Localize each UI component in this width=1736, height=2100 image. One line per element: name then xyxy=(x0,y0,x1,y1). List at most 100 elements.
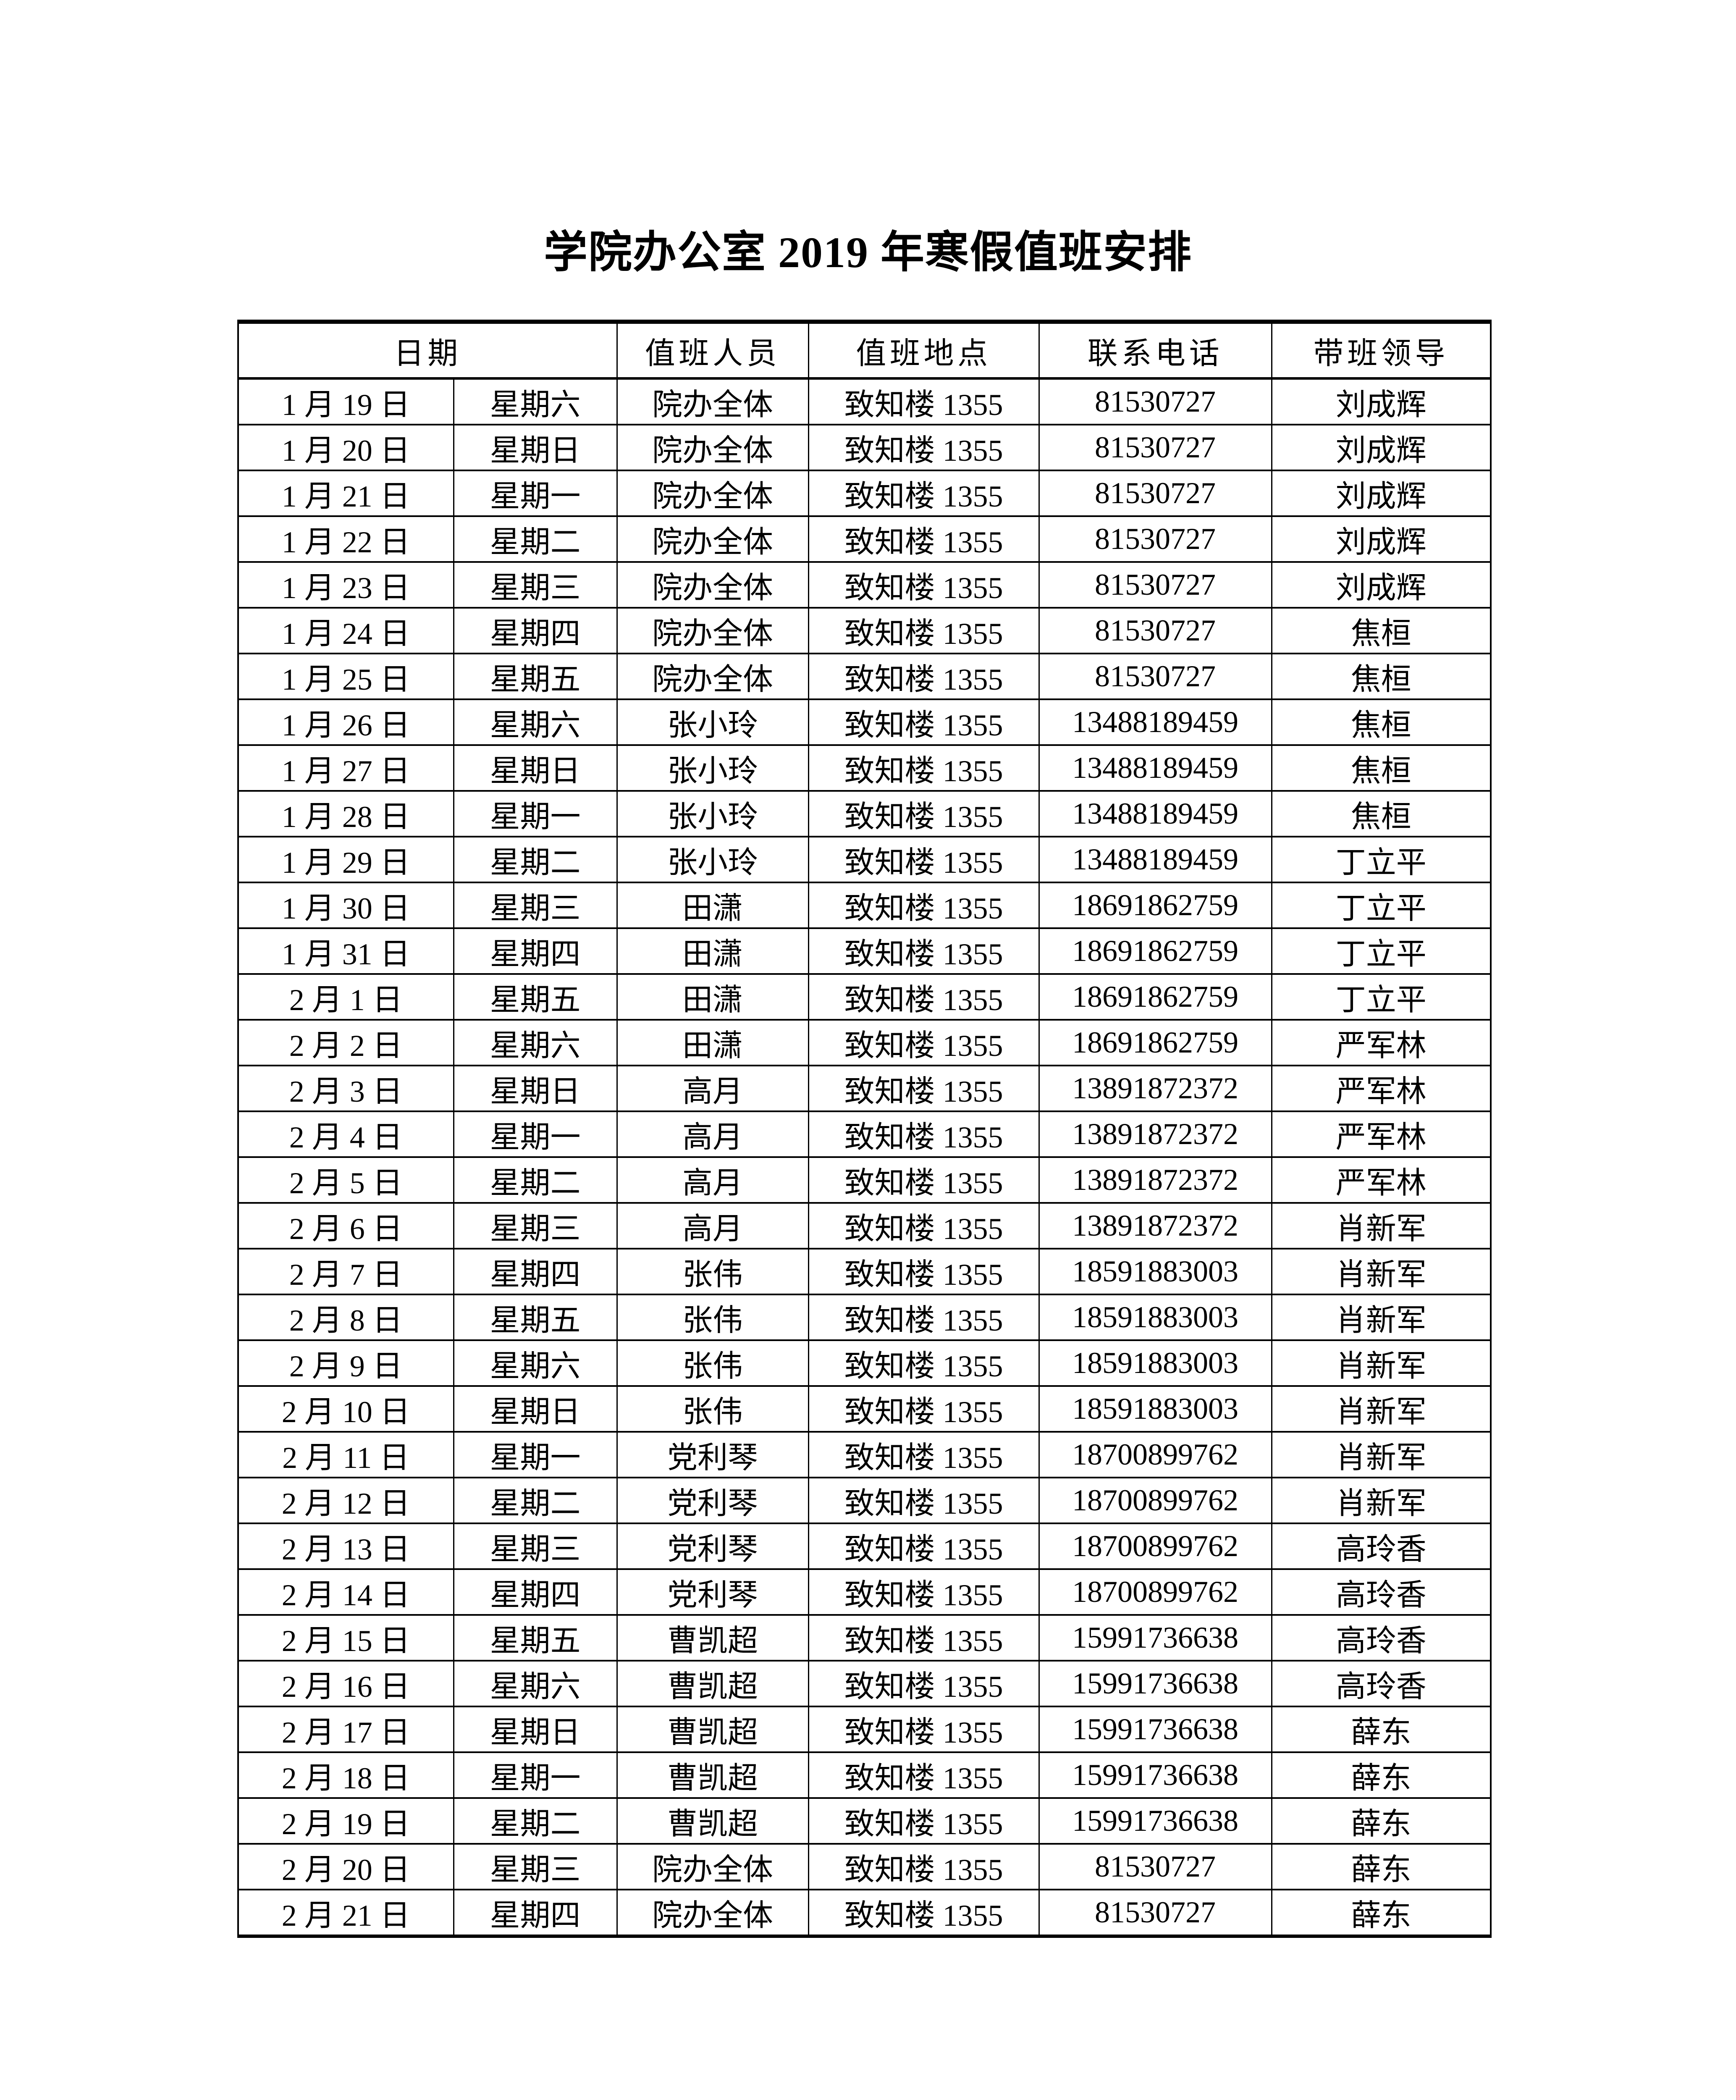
cell-weekday: 星期日 xyxy=(453,1706,618,1753)
cell-leader: 严军林 xyxy=(1271,1019,1492,1066)
cell-place: 致知楼 1355 xyxy=(808,1614,1040,1662)
cell-date: 2 月 11 日 xyxy=(237,1431,454,1478)
cell-leader: 焦桓 xyxy=(1271,607,1492,654)
cell-leader: 焦桓 xyxy=(1271,790,1492,837)
cell-leader: 严军林 xyxy=(1271,1065,1492,1112)
table-row: 2 月 6 日星期三 高月 致知楼 1355 13891872372 肖新军 xyxy=(237,1202,1492,1250)
cell-place: 致知楼 1355 xyxy=(808,1202,1040,1250)
cell-phone: 18591883003 xyxy=(1038,1294,1272,1341)
cell-weekday: 星期四 xyxy=(453,927,618,975)
table-row: 2 月 3 日星期日 高月 致知楼 1355 13891872372 严军林 xyxy=(237,1065,1492,1112)
cell-phone: 15991736638 xyxy=(1038,1751,1272,1799)
cell-date: 2 月 21 日 xyxy=(237,1889,454,1937)
table-header: 日期 值班人员 值班地点 联系电话 带班领导 xyxy=(237,321,1492,380)
cell-place: 致知楼 1355 xyxy=(808,1751,1040,1799)
cell-place: 致知楼 1355 xyxy=(808,1294,1040,1341)
cell-weekday: 星期二 xyxy=(453,1156,618,1204)
cell-person: 党利琴 xyxy=(616,1522,809,1570)
cell-person: 党利琴 xyxy=(616,1568,809,1616)
cell-person: 张小玲 xyxy=(616,790,809,837)
table-row: 2 月 15 日星期五 曹凯超 致知楼 1355 15991736638 高玲香 xyxy=(237,1614,1492,1662)
cell-place: 致知楼 1355 xyxy=(808,1065,1040,1112)
cell-date: 2 月 8 日 xyxy=(237,1294,454,1341)
cell-date: 2 月 2 日 xyxy=(237,1019,454,1066)
cell-leader: 刘成辉 xyxy=(1271,561,1492,609)
cell-person: 田潇 xyxy=(616,927,809,975)
cell-date: 1 月 25 日 xyxy=(237,653,454,700)
cell-person: 曹凯超 xyxy=(616,1706,809,1753)
cell-phone: 18700899762 xyxy=(1038,1522,1272,1570)
cell-place: 致知楼 1355 xyxy=(808,1019,1040,1066)
cell-place: 致知楼 1355 xyxy=(808,1339,1040,1387)
cell-weekday: 星期三 xyxy=(453,1202,618,1250)
cell-weekday: 星期一 xyxy=(453,1110,618,1158)
cell-place: 致知楼 1355 xyxy=(808,653,1040,700)
header-phone: 联系电话 xyxy=(1038,321,1272,380)
cell-place: 致知楼 1355 xyxy=(808,836,1040,883)
cell-leader: 高玲香 xyxy=(1271,1568,1492,1616)
cell-date: 1 月 30 日 xyxy=(237,882,454,929)
cell-leader: 刘成辉 xyxy=(1271,378,1492,425)
cell-weekday: 星期二 xyxy=(453,1797,618,1845)
cell-date: 1 月 21 日 xyxy=(237,470,454,517)
cell-person: 张小玲 xyxy=(616,836,809,883)
cell-weekday: 星期二 xyxy=(453,1477,618,1524)
cell-person: 党利琴 xyxy=(616,1431,809,1478)
cell-date: 1 月 24 日 xyxy=(237,607,454,654)
cell-weekday: 星期四 xyxy=(453,1889,618,1937)
cell-weekday: 星期五 xyxy=(453,973,618,1021)
cell-date: 1 月 20 日 xyxy=(237,424,454,471)
cell-weekday: 星期一 xyxy=(453,1751,618,1799)
cell-weekday: 星期四 xyxy=(453,1248,618,1295)
cell-place: 致知楼 1355 xyxy=(808,1522,1040,1570)
cell-place: 致知楼 1355 xyxy=(808,1843,1040,1890)
cell-person: 张小玲 xyxy=(616,698,809,746)
cell-leader: 高玲香 xyxy=(1271,1522,1492,1570)
cell-person: 曹凯超 xyxy=(616,1797,809,1845)
cell-place: 致知楼 1355 xyxy=(808,1156,1040,1204)
cell-leader: 刘成辉 xyxy=(1271,424,1492,471)
cell-date: 2 月 6 日 xyxy=(237,1202,454,1250)
cell-weekday: 星期六 xyxy=(453,698,618,746)
cell-person: 院办全体 xyxy=(616,561,809,609)
cell-place: 致知楼 1355 xyxy=(808,607,1040,654)
cell-weekday: 星期三 xyxy=(453,1843,618,1890)
cell-date: 2 月 16 日 xyxy=(237,1660,454,1707)
cell-place: 致知楼 1355 xyxy=(808,973,1040,1021)
cell-date: 2 月 19 日 xyxy=(237,1797,454,1845)
cell-leader: 高玲香 xyxy=(1271,1660,1492,1707)
cell-leader: 丁立平 xyxy=(1271,836,1492,883)
cell-weekday: 星期五 xyxy=(453,1294,618,1341)
cell-leader: 丁立平 xyxy=(1271,927,1492,975)
cell-person: 张小玲 xyxy=(616,744,809,792)
cell-phone: 81530727 xyxy=(1038,470,1272,517)
cell-place: 致知楼 1355 xyxy=(808,1477,1040,1524)
cell-date: 2 月 17 日 xyxy=(237,1706,454,1753)
table-row: 1 月 30 日星期三 田潇 致知楼 1355 18691862759 丁立平 xyxy=(237,882,1492,929)
cell-phone: 13488189459 xyxy=(1038,836,1272,883)
table-row: 1 月 29 日星期二 张小玲 致知楼 1355 13488189459 丁立平 xyxy=(237,836,1492,883)
cell-person: 院办全体 xyxy=(616,515,809,563)
cell-weekday: 星期一 xyxy=(453,790,618,837)
cell-date: 1 月 23 日 xyxy=(237,561,454,609)
cell-leader: 焦桓 xyxy=(1271,653,1492,700)
cell-weekday: 星期日 xyxy=(453,1385,618,1433)
table-row: 2 月 19 日星期二 曹凯超 致知楼 1355 15991736638 薛东 xyxy=(237,1797,1492,1845)
cell-date: 2 月 4 日 xyxy=(237,1110,454,1158)
cell-weekday: 星期三 xyxy=(453,561,618,609)
cell-phone: 81530727 xyxy=(1038,607,1272,654)
cell-person: 曹凯超 xyxy=(616,1751,809,1799)
cell-place: 致知楼 1355 xyxy=(808,744,1040,792)
header-place: 值班地点 xyxy=(808,321,1040,380)
cell-date: 2 月 1 日 xyxy=(237,973,454,1021)
cell-leader: 高玲香 xyxy=(1271,1614,1492,1662)
cell-date: 1 月 26 日 xyxy=(237,698,454,746)
cell-person: 院办全体 xyxy=(616,424,809,471)
cell-phone: 81530727 xyxy=(1038,561,1272,609)
cell-place: 致知楼 1355 xyxy=(808,927,1040,975)
cell-date: 1 月 19 日 xyxy=(237,378,454,425)
cell-phone: 13488189459 xyxy=(1038,744,1272,792)
cell-person: 张伟 xyxy=(616,1248,809,1295)
cell-date: 2 月 14 日 xyxy=(237,1568,454,1616)
table-row: 2 月 17 日星期日 曹凯超 致知楼 1355 15991736638 薛东 xyxy=(237,1706,1492,1753)
